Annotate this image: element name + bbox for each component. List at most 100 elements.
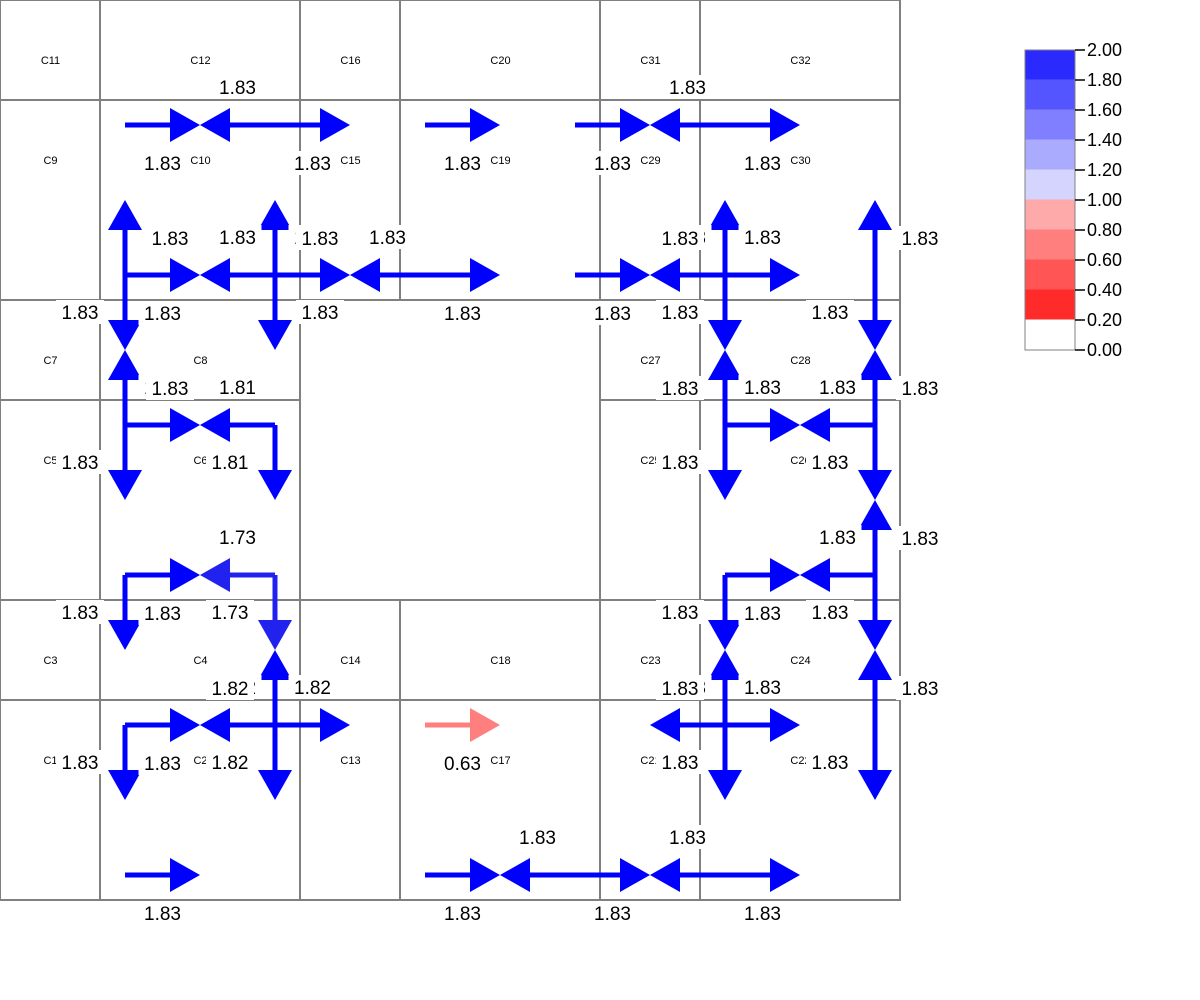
cell-label: C18 xyxy=(490,655,510,667)
cell-label: C10 xyxy=(190,155,210,167)
svg-text:1.83: 1.83 xyxy=(144,604,181,625)
flow-value-label: 1.83 xyxy=(806,450,854,474)
flow-arrow-horizontal xyxy=(125,558,200,592)
cell-label: C21 xyxy=(640,755,660,767)
cell-label: C32 xyxy=(790,55,810,67)
flow-arrow-vertical xyxy=(708,200,742,275)
legend-tick-label: 0.00 xyxy=(1087,340,1122,360)
svg-text:1.83: 1.83 xyxy=(519,828,556,849)
svg-text:1.73: 1.73 xyxy=(212,603,249,624)
svg-text:1.83: 1.83 xyxy=(819,378,856,399)
cell-c18 xyxy=(399,599,601,701)
flow-value-label: 1.83 xyxy=(806,600,854,624)
cell-c13 xyxy=(299,699,401,901)
cell-label: C16 xyxy=(340,55,360,67)
flow-value-label: 1.83 xyxy=(656,450,704,474)
flow-value-label: 1.83 xyxy=(663,825,712,849)
cell-label: C27 xyxy=(640,355,660,367)
svg-text:1.83: 1.83 xyxy=(662,679,699,700)
cell-c26 xyxy=(699,399,901,601)
flow-arrow-horizontal xyxy=(800,558,875,592)
cell-label: C7 xyxy=(43,355,57,367)
svg-text:1.82: 1.82 xyxy=(212,679,249,700)
cell-label: C15 xyxy=(340,155,360,167)
cell-label: C17 xyxy=(490,755,510,767)
svg-text:1.81: 1.81 xyxy=(219,378,256,399)
cells-layer xyxy=(0,0,901,901)
cell-label: C24 xyxy=(790,655,810,667)
flow-arrow-vertical xyxy=(258,200,292,275)
flow-value-label: 1.83 xyxy=(813,375,862,399)
svg-text:1.83: 1.83 xyxy=(152,379,189,400)
svg-text:1.83: 1.83 xyxy=(444,304,481,325)
flow-value-label: 1.83 xyxy=(363,225,412,249)
svg-text:1.83: 1.83 xyxy=(902,679,939,700)
flow-value-label: 1.83 xyxy=(146,226,194,250)
legend-tick-label: 2.00 xyxy=(1087,40,1122,60)
cell-c10 xyxy=(99,99,301,301)
flow-arrow-horizontal xyxy=(500,858,575,892)
labels-layer: C1 C2 C3 C4 C5 C6 C7 C8 C9 C10 C11 C12 C13 C14 C15 C16 C… xyxy=(41,55,944,925)
svg-text:1.83: 1.83 xyxy=(444,154,481,175)
cell-label: C6 xyxy=(193,455,207,467)
flow-arrow-horizontal xyxy=(275,108,350,142)
flow-arrow-horizontal xyxy=(350,258,425,292)
flow-arrow-horizontal xyxy=(800,408,875,442)
svg-text:1.83: 1.83 xyxy=(144,904,181,925)
flow-value-label: 1.83 xyxy=(663,75,712,99)
legend-tick-label: 1.80 xyxy=(1087,70,1122,90)
legend-tick-label: 1.00 xyxy=(1087,190,1122,210)
legend-tick-label: 0.40 xyxy=(1087,280,1122,300)
svg-text:1.83: 1.83 xyxy=(812,453,849,474)
flow-value-label: 1.83 xyxy=(213,75,262,99)
flow-value-label: 1.83 xyxy=(656,600,704,624)
svg-text:1.83: 1.83 xyxy=(662,453,699,474)
legend-swatch xyxy=(1024,319,1076,351)
flow-arrow-vertical xyxy=(858,200,892,275)
flow-value-label: 1.73 xyxy=(213,525,262,549)
flow-value-label: 1.82 xyxy=(206,750,254,774)
flow-value-label: 1.83 xyxy=(896,526,944,550)
cell-c2 xyxy=(99,699,301,901)
flow-arrow-vertical xyxy=(858,575,892,650)
flow-value-label: 1.83 xyxy=(738,675,787,699)
svg-text:1.83: 1.83 xyxy=(662,303,699,324)
cell-c28 xyxy=(699,299,901,401)
flow-value-label: 1.82 xyxy=(288,675,337,699)
flow-value-label: 1.83 xyxy=(138,301,187,325)
flow-arrow-horizontal xyxy=(125,108,200,142)
cell-c9 xyxy=(0,99,101,301)
legend-swatch xyxy=(1024,49,1076,81)
svg-text:1.83: 1.83 xyxy=(369,228,406,249)
svg-text:1.83: 1.83 xyxy=(812,303,849,324)
svg-text:1.73: 1.73 xyxy=(219,528,256,549)
flow-arrow-vertical xyxy=(858,425,892,500)
flow-value-label: 1.83 xyxy=(513,825,562,849)
legend-tick-label: 0.20 xyxy=(1087,310,1122,330)
flow-arrow-horizontal xyxy=(575,858,650,892)
svg-text:1.82: 1.82 xyxy=(212,753,249,774)
flow-value-label: 1.83 xyxy=(56,600,104,624)
cell-c24 xyxy=(699,599,901,701)
flow-arrow-vertical xyxy=(708,575,742,650)
flow-value-label: 1.83 xyxy=(806,300,854,324)
cell-label: C8 xyxy=(193,355,207,367)
svg-text:1.83: 1.83 xyxy=(662,603,699,624)
cell-c15 xyxy=(299,99,401,301)
flow-arrow-horizontal xyxy=(275,258,350,292)
svg-text:1.83: 1.83 xyxy=(444,904,481,925)
flow-arrow-horizontal xyxy=(725,108,800,142)
flow-value-label: 1.83 xyxy=(146,376,194,400)
flow-value-label: 1.83 xyxy=(656,300,704,324)
flow-value-label: 0.63 xyxy=(438,751,487,775)
svg-text:1.83: 1.83 xyxy=(902,379,939,400)
cell-c21 xyxy=(599,699,701,901)
cell-label: C26 xyxy=(790,455,810,467)
flow-value-label: 1.83 xyxy=(656,750,704,774)
svg-text:1.83: 1.83 xyxy=(144,154,181,175)
cell-c12 xyxy=(99,0,301,101)
svg-text:1.83: 1.83 xyxy=(594,304,631,325)
svg-text:1.83: 1.83 xyxy=(62,303,99,324)
flow-value-label: 1.83 xyxy=(588,901,637,925)
flow-value-label: 1.83 xyxy=(56,450,104,474)
